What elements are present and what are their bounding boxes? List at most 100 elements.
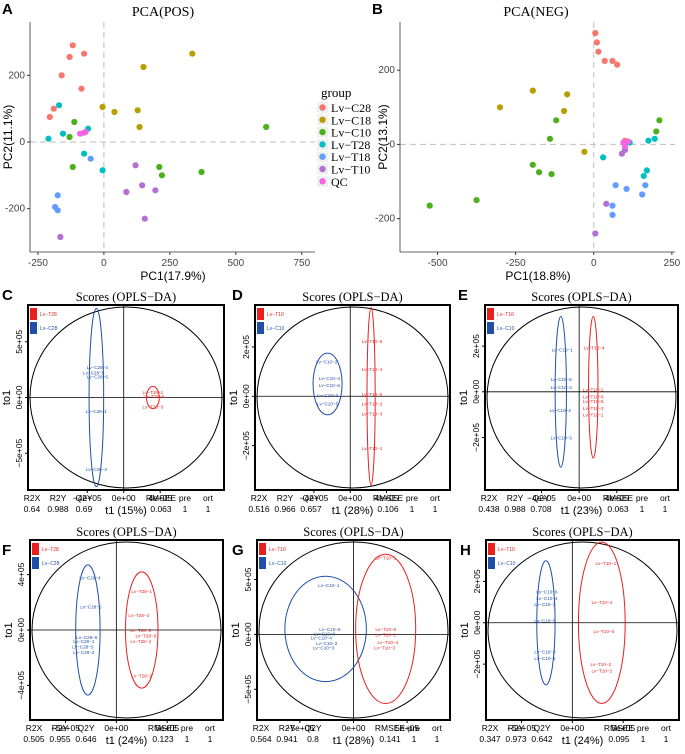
panel-letter: G xyxy=(232,542,244,559)
sample-label: Lv−T10−6 xyxy=(583,394,604,399)
panel-letter: A xyxy=(2,1,13,18)
data-point-t18 xyxy=(639,191,646,198)
group-ellipse-blue xyxy=(88,307,105,488)
data-point-c28 xyxy=(609,57,616,65)
data-point-t28 xyxy=(59,130,67,137)
stats-value: 0.646 xyxy=(75,734,97,744)
stats-value: 0.708 xyxy=(530,504,552,514)
sample-label: Lv−C28−1 xyxy=(73,639,95,644)
stats-header: R2X xyxy=(481,493,498,503)
legend-label: Lv−C28 xyxy=(40,326,58,332)
x-tick-label: 0e+00 xyxy=(560,723,584,733)
sample-label: Lv−C10−6 xyxy=(536,590,558,595)
data-point-t10 xyxy=(152,187,159,194)
sample-label: Lv−T28−3 xyxy=(128,613,149,618)
legend-swatch xyxy=(487,322,494,334)
y-axis-label: to1 xyxy=(459,622,471,637)
y-tick-label: -200 xyxy=(375,214,395,225)
x-tick-label: -250 xyxy=(506,258,526,269)
data-point-c10 xyxy=(473,196,480,204)
data-point-c28 xyxy=(80,50,88,57)
y-tick-label: 2e+05 xyxy=(241,335,251,359)
plot-frame xyxy=(254,304,451,491)
sample-label: Lv−T10−4 xyxy=(591,600,612,605)
sample-label: Lv−T10−4 xyxy=(362,367,383,372)
data-point-c28 xyxy=(614,61,621,68)
sample-label: Lv−T10−5 xyxy=(362,392,383,397)
stats-value: 1 xyxy=(183,504,188,514)
data-point-t10 xyxy=(139,182,146,189)
data-point-c10 xyxy=(546,135,554,142)
sample-label: Lv−C10−5 xyxy=(534,619,556,624)
x-axis-label: PC1(18.8%) xyxy=(505,269,570,283)
stats-value: 0.564 xyxy=(250,734,272,744)
legend-label: Lv−C10 xyxy=(267,326,285,332)
stats-header: R2Y xyxy=(507,493,524,503)
hotelling-ellipse xyxy=(486,306,677,489)
data-point-t10 xyxy=(141,215,148,222)
data-point-t28 xyxy=(651,135,658,142)
stats-value: 0.347 xyxy=(479,734,501,744)
sample-label: Lv−T10−5 xyxy=(583,399,604,404)
stats-value: 0.973 xyxy=(505,734,527,744)
x-tick-label: 4e+05 xyxy=(148,493,172,503)
stats-value: 0.123 xyxy=(152,734,174,744)
y-tick-label: 5e+05 xyxy=(243,567,253,591)
data-point-c10 xyxy=(426,202,433,209)
data-point-c18 xyxy=(581,148,588,155)
sample-label: Lv−T10−2 xyxy=(375,632,396,637)
sample-label: Lv−T10−1 xyxy=(583,413,604,418)
stats-header: R2X xyxy=(253,723,270,733)
sample-label: Lv−T10−1 xyxy=(596,561,617,566)
data-point-c28 xyxy=(593,39,600,46)
x-tick-label: -250 xyxy=(28,258,48,269)
data-point-t28 xyxy=(640,172,647,180)
group-ellipse-red xyxy=(124,571,159,689)
legend-swatch xyxy=(257,308,264,320)
legend-swatch xyxy=(257,322,264,334)
y-tick-label: −4e+05 xyxy=(16,671,26,700)
legend-swatch xyxy=(259,557,266,569)
y-tick-label: 2e+05 xyxy=(471,334,481,358)
panel-d: D Scores (OPLS−DA)Lv−C10−2Lv−C10−4Lv−C10−… xyxy=(228,287,451,517)
stats-header: RMSEE xyxy=(146,493,177,503)
legend-label: Lv−C28 xyxy=(42,561,60,567)
data-point-t10 xyxy=(123,188,130,196)
stats-header: R2Y xyxy=(277,493,294,503)
stats-header: R2Y xyxy=(50,493,67,503)
x-axis-label: t1 (28%) xyxy=(332,505,374,517)
stats-header: pre xyxy=(408,723,421,733)
sample-label: Lv−C10−3 xyxy=(317,393,339,398)
x-tick-label: 0e+00 xyxy=(104,723,128,733)
data-point-t28 xyxy=(99,167,106,174)
stats-value: 1 xyxy=(185,734,190,744)
sample-label: Lv−C10−2 xyxy=(316,360,338,365)
stats-header: pre xyxy=(179,493,192,503)
stats-value: 1 xyxy=(208,734,213,744)
stats-header: R2Y xyxy=(279,723,296,733)
y-tick-label: 0e+00 xyxy=(243,622,253,646)
sample-label: Lv−T28−4 xyxy=(130,639,151,644)
sample-label: Lv−C28−1 xyxy=(86,409,108,414)
data-point-c10 xyxy=(553,117,560,124)
stats-value: 0.516 xyxy=(248,504,270,514)
group-ellipse-red xyxy=(355,553,417,705)
y-tick-label: 0e+00 xyxy=(14,385,24,409)
legend-label: Lv−T10 xyxy=(267,312,284,318)
legend-swatch xyxy=(488,557,495,569)
data-point-c28 xyxy=(595,48,602,55)
y-tick-label: −2e+05 xyxy=(471,423,481,452)
x-tick-label: 4e+05 xyxy=(605,493,629,503)
stats-header: Q2Y xyxy=(304,723,321,733)
panel-letter: H xyxy=(460,542,471,559)
stats-header: RMSEE xyxy=(604,723,635,733)
data-point-c28 xyxy=(69,42,76,49)
sample-label: Lv−C10−3 xyxy=(313,646,335,651)
stats-header: R2Y xyxy=(52,723,69,733)
data-point-t18 xyxy=(87,155,94,162)
stats-header: ort xyxy=(660,493,671,503)
data-point-t28 xyxy=(45,135,52,142)
sample-label: Lv−C10−1 xyxy=(552,348,574,353)
stats-value: 0.966 xyxy=(274,504,296,514)
